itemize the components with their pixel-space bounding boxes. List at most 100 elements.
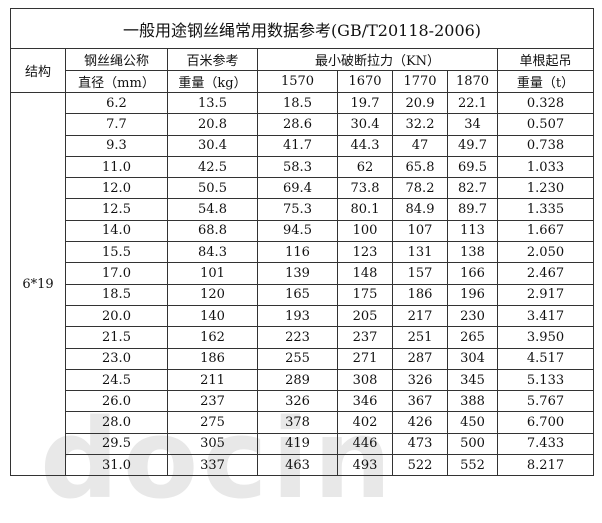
table-cell: 123	[337, 241, 393, 264]
table-cell: 287	[392, 347, 448, 370]
header-lift-weight: 单根起吊	[497, 48, 594, 71]
table-cell: 18.5	[257, 91, 338, 115]
table-row: 9.3 30.4 41.7 44.3 47 49.7 0.738	[11, 134, 594, 157]
table-cell: 0.328	[497, 91, 594, 115]
table-cell: 0.507	[497, 113, 594, 136]
table-cell: 12.5	[65, 198, 168, 221]
table-cell: 522	[392, 454, 448, 477]
table-row: 21.5 162 223 237 251 265 3.950	[11, 326, 594, 349]
table-cell: 237	[167, 390, 258, 413]
table-cell: 3.417	[497, 304, 594, 328]
table-cell: 101	[167, 262, 258, 285]
table-cell: 289	[257, 368, 338, 392]
table-cell: 75.3	[257, 198, 338, 221]
table-cell: 34	[447, 113, 498, 136]
table-cell: 68.8	[167, 219, 258, 243]
table-row: 29.5 305 419 446 473 500 7.433	[11, 432, 594, 456]
table-cell: 30.4	[337, 113, 393, 136]
table-cell: 84.9	[392, 198, 448, 221]
header-weight-unit: 重量（kg）	[167, 70, 258, 93]
header-grade: 1870	[447, 70, 498, 93]
table-cell: 84.3	[167, 241, 258, 264]
table-row: 28.0 275 378 402 426 450 6.700	[11, 411, 594, 434]
table-cell: 12.0	[65, 177, 168, 200]
table-cell: 345	[447, 368, 498, 392]
table-cell: 2.917	[497, 283, 594, 306]
table-cell: 326	[257, 390, 338, 413]
table-cell: 308	[337, 368, 393, 392]
table-cell: 100	[337, 219, 393, 243]
table-cell: 26.0	[65, 390, 168, 413]
table-cell: 69.5	[447, 155, 498, 179]
table-cell: 24.5	[65, 368, 168, 392]
table-row: 20.0 140 193 205 217 230 3.417	[11, 304, 594, 328]
table-cell: 337	[167, 454, 258, 477]
table-cell: 15.5	[65, 241, 168, 264]
table-cell: 89.7	[447, 198, 498, 221]
table-cell: 162	[167, 326, 258, 349]
table-cell: 450	[447, 411, 498, 434]
table-cell: 5.767	[497, 390, 594, 413]
table-cell: 378	[257, 411, 338, 434]
table-cell: 42.5	[167, 155, 258, 179]
table-cell: 205	[337, 304, 393, 328]
table-cell: 80.1	[337, 198, 393, 221]
table-cell: 30.4	[167, 134, 258, 157]
table-cell: 20.9	[392, 91, 448, 115]
table-cell: 493	[337, 454, 393, 477]
header-weight: 百米参考	[167, 48, 258, 71]
table-row: 14.0 68.8 94.5 100 107 113 1.667	[11, 219, 594, 243]
table-cell: 4.517	[497, 347, 594, 370]
header-diameter-unit: 直径（mm）	[65, 70, 168, 93]
table-cell: 304	[447, 347, 498, 370]
table-cell: 54.8	[167, 198, 258, 221]
table-cell: 1.335	[497, 198, 594, 221]
table-row: 12.5 54.8 75.3 80.1 84.9 89.7 1.335	[11, 198, 594, 221]
header-grade: 1570	[257, 70, 338, 93]
table-cell: 165	[257, 283, 338, 306]
table-cell: 230	[447, 304, 498, 328]
table-cell: 275	[167, 411, 258, 434]
header-grade: 1770	[392, 70, 448, 93]
table-cell: 18.5	[65, 283, 168, 306]
table-cell: 107	[392, 219, 448, 243]
table-cell: 326	[392, 368, 448, 392]
table-cell: 265	[447, 326, 498, 349]
table-cell: 28.0	[65, 411, 168, 434]
table-cell: 140	[167, 304, 258, 328]
table-cell: 31.0	[65, 454, 168, 477]
table-cell: 62	[337, 155, 393, 179]
table-title: 一般用途钢丝绳常用数据参考(GB/T20118-2006)	[10, 8, 594, 49]
table-cell: 166	[447, 262, 498, 285]
table-cell: 138	[447, 241, 498, 264]
table-cell: 186	[392, 283, 448, 306]
table-cell: 271	[337, 347, 393, 370]
table-cell: 552	[447, 454, 498, 477]
table-cell: 131	[392, 241, 448, 264]
table-cell: 0.738	[497, 134, 594, 157]
table-cell: 5.133	[497, 368, 594, 392]
table-row: 7.7 20.8 28.6 30.4 32.2 34 0.507	[11, 113, 594, 136]
table-cell: 41.7	[257, 134, 338, 157]
table-row: 6*19 6.2 13.5 18.5 19.7 20.9 22.1 0.328	[10, 91, 594, 477]
table-row: 24.5 211 289 308 326 345 5.133	[11, 368, 594, 392]
table-cell: 193	[257, 304, 338, 328]
table-cell: 1.667	[497, 219, 594, 243]
table-cell: 22.1	[447, 91, 498, 115]
table-cell: 1.033	[497, 155, 594, 179]
table-cell: 65.8	[392, 155, 448, 179]
table-cell: 402	[337, 411, 393, 434]
wire-rope-data-table: 一般用途钢丝绳常用数据参考(GB/T20118-2006) 结构 钢丝绳公称 百…	[10, 8, 594, 477]
table-cell: 73.8	[337, 177, 393, 200]
table-cell: 44.3	[337, 134, 393, 157]
header-grade: 1670	[337, 70, 393, 93]
table-cell: 21.5	[65, 326, 168, 349]
table-cell: 223	[257, 326, 338, 349]
table-cell: 157	[392, 262, 448, 285]
table-row: 15.5 84.3 116 123 131 138 2.050	[11, 241, 594, 264]
table-cell: 186	[167, 347, 258, 370]
table-cell: 9.3	[65, 134, 168, 157]
table-row: 17.0 101 139 148 157 166 2.467	[11, 262, 594, 285]
table-cell: 217	[392, 304, 448, 328]
table-row: 18.5 120 165 175 186 196 2.917	[11, 283, 594, 306]
